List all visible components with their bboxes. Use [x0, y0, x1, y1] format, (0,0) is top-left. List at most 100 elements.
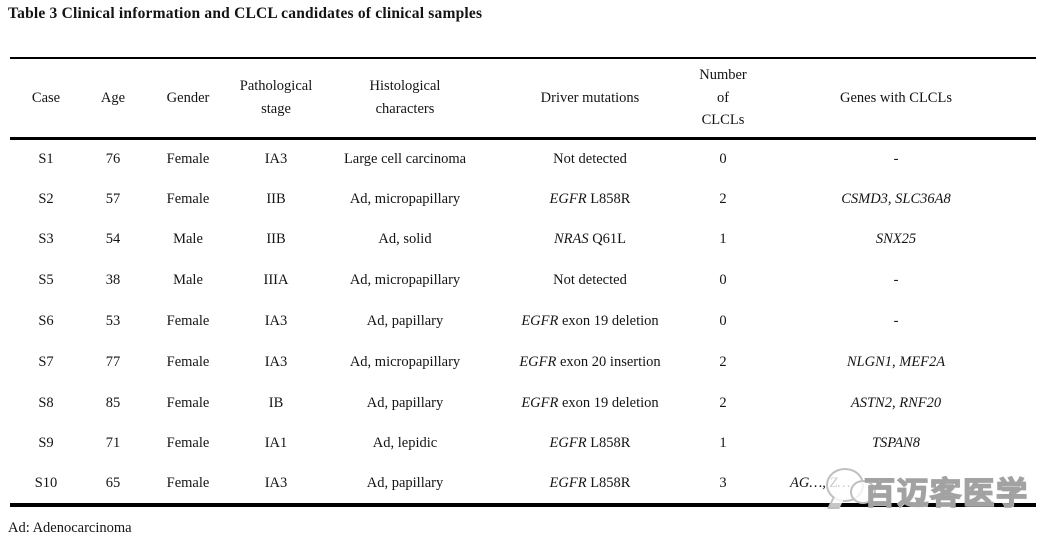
header-driver-mutations: Driver mutations — [490, 58, 690, 140]
cell-stage: IIIA — [263, 272, 289, 289]
cell-age: 54 — [105, 231, 121, 248]
table-row: S2 57 Female IIB Ad, micropapillary EGFR L858… — [10, 179, 1036, 220]
cell-case: S8 — [38, 394, 54, 411]
cell-age: 38 — [105, 272, 121, 289]
cell-case: S6 — [38, 313, 54, 330]
cell-stage: IA3 — [264, 150, 288, 167]
cell-clcl-count: 2 — [719, 190, 727, 207]
driver-gene-symbol: EGFR — [549, 475, 587, 492]
cell-histology: Ad, solid — [378, 231, 432, 248]
cell-clcl-count: 1 — [719, 435, 727, 452]
table-row: S10 65 Female IA3 Ad, papillary EGFR L858R 3 AG… — [10, 464, 1036, 505]
header-genes-with-clcls: Genes with CLCLs — [756, 58, 1036, 140]
cell-case: S1 — [38, 150, 54, 167]
cell-genes: ASTN2, RNF20 — [850, 394, 942, 411]
header-case: Case — [10, 58, 82, 140]
table-row: S3 54 Male IIB Ad, solid NRAS Q61L 1 SNX25 — [10, 220, 1036, 261]
header-number-of-clcls: Number of CLCLs — [690, 58, 756, 140]
cell-age: 76 — [105, 150, 121, 167]
table-row: S1 76 Female IA3 Large cell carcinoma Not det… — [10, 138, 1036, 179]
cell-histology: Ad, micropapillary — [349, 353, 461, 370]
cell-clcl-count: 2 — [719, 394, 727, 411]
header-pathological-stage: Pathological stage — [232, 58, 320, 140]
cell-histology: Ad, papillary — [366, 475, 444, 492]
cell-histology: Ad, micropapillary — [349, 190, 461, 207]
cell-age: 85 — [105, 394, 121, 411]
driver-gene-symbol: EGFR — [521, 394, 559, 411]
cell-driver-mutation: Not detected — [553, 272, 627, 289]
cell-stage: IIB — [266, 231, 286, 248]
table-row: S5 38 Male IIIA Ad, micropapillary Not detect… — [10, 260, 1036, 301]
clinical-samples-table: Case Age Gender Pathological stage Histo… — [10, 57, 1036, 508]
cell-driver-mutation: NRAS Q61L — [553, 231, 627, 248]
cell-histology: Ad, micropapillary — [349, 272, 461, 289]
cell-stage: IA1 — [264, 435, 288, 452]
table-title: Table 3 Clinical information and CLCL ca… — [8, 5, 483, 22]
driver-gene-symbol: EGFR — [549, 435, 587, 452]
cell-genes: - — [893, 150, 899, 167]
cell-clcl-count: 0 — [719, 313, 727, 330]
cell-case: S3 — [38, 231, 54, 248]
header-gender: Gender — [144, 58, 232, 140]
cell-genes: CSMD3, SLC36A8 — [841, 190, 951, 207]
table-header-row: Case Age Gender Pathological stage Histo… — [10, 58, 1036, 140]
cell-driver-mutation: EGFR exon 19 deletion — [521, 313, 659, 330]
cell-gender: Female — [166, 435, 210, 452]
cell-clcl-count: 3 — [719, 475, 727, 492]
cell-driver-mutation: EGFR exon 19 deletion — [521, 394, 659, 411]
cell-histology: Ad, papillary — [366, 313, 444, 330]
footnote-ad-abbreviation: Ad: Adenocarcinoma — [8, 520, 132, 536]
driver-gene-symbol: EGFR — [549, 190, 587, 207]
cell-driver-mutation: Not detected — [553, 150, 627, 167]
cell-stage: IA3 — [264, 475, 288, 492]
cell-age: 65 — [105, 475, 121, 492]
header-histological-characters: Histological characters — [320, 58, 490, 140]
cell-clcl-count: 2 — [719, 353, 727, 370]
cell-gender: Female — [166, 190, 210, 207]
cell-genes: - — [893, 313, 899, 330]
cell-genes: SNX25 — [875, 231, 917, 248]
cell-histology: Large cell carcinoma — [343, 150, 467, 167]
cell-clcl-count: 1 — [719, 231, 727, 248]
cell-driver-mutation: EGFR exon 20 insertion — [519, 353, 661, 370]
header-age: Age — [82, 58, 144, 140]
cell-stage: IB — [268, 394, 284, 411]
cell-case: S9 — [38, 435, 54, 452]
cell-gender: Female — [166, 394, 210, 411]
cell-case: S5 — [38, 272, 54, 289]
cell-genes: NLGN1, MEF2A — [846, 353, 946, 370]
cell-case: S7 — [38, 353, 54, 370]
cell-clcl-count: 0 — [719, 272, 727, 289]
cell-genes: TSPAN8 — [871, 435, 921, 452]
cell-gender: Female — [166, 150, 210, 167]
cell-age: 53 — [105, 313, 121, 330]
cell-case: S2 — [38, 190, 54, 207]
cell-driver-mutation: EGFR L858R — [549, 190, 631, 207]
driver-gene-symbol: EGFR — [521, 313, 559, 330]
cell-stage: IIB — [266, 190, 286, 207]
table-row: S9 71 Female IA1 Ad, lepidic EGFR L858R 1 TSPAN… — [10, 424, 1036, 465]
cell-gender: Female — [166, 353, 210, 370]
cell-driver-mutation: EGFR L858R — [549, 435, 631, 452]
driver-gene-symbol: EGFR — [519, 353, 557, 370]
cell-genes: AG…, Z… — [790, 475, 851, 492]
table-row: S6 53 Female IA3 Ad, papillary EGFR exon 19 d… — [10, 301, 1036, 342]
cell-gender: Female — [166, 475, 210, 492]
cell-histology: Ad, lepidic — [372, 435, 438, 452]
driver-gene-symbol: NRAS — [553, 231, 589, 248]
cell-genes: - — [893, 272, 899, 289]
table-row: S8 85 Female IB Ad, papillary EGFR exon 19 de… — [10, 383, 1036, 424]
cell-stage: IA3 — [264, 313, 288, 330]
cell-stage: IA3 — [264, 353, 288, 370]
cell-gender: Male — [173, 272, 203, 289]
cell-gender: Male — [173, 231, 203, 248]
cell-age: 71 — [105, 435, 121, 452]
cell-gender: Female — [166, 313, 210, 330]
cell-histology: Ad, papillary — [366, 394, 444, 411]
cell-clcl-count: 0 — [719, 150, 727, 167]
cell-age: 57 — [105, 190, 121, 207]
table-body: S1 76 Female IA3 Large cell carcinoma Not det… — [10, 138, 1036, 505]
cell-driver-mutation: EGFR L858R — [549, 475, 631, 492]
cell-age: 77 — [105, 353, 121, 370]
